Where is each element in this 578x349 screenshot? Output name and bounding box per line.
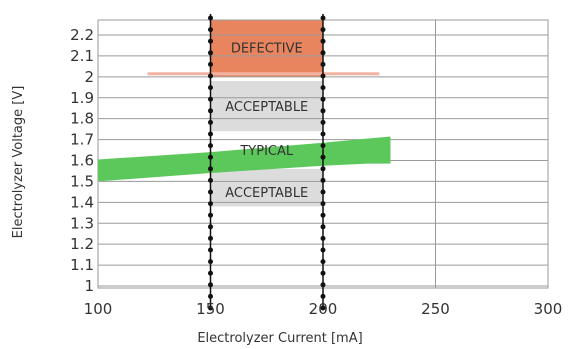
y-tick-label: 1	[84, 277, 94, 295]
x-tick-label: 250	[421, 300, 450, 318]
boundary-dot	[208, 85, 213, 91]
boundary-dot	[320, 108, 326, 114]
y-tick-label: 2.1	[70, 47, 94, 65]
boundary-dot	[208, 154, 213, 160]
y-tick-label: 1.8	[70, 110, 94, 128]
boundary-dot	[208, 131, 213, 137]
boundary-dot	[320, 293, 326, 299]
boundary-dot	[320, 166, 326, 172]
boundary-dot	[208, 305, 213, 311]
boundary-dot	[208, 15, 213, 21]
boundary-dot	[320, 61, 326, 67]
boundary-dot	[208, 96, 213, 102]
boundary-dot	[320, 73, 326, 79]
boundary-dot	[320, 201, 326, 207]
boundary-dot	[320, 27, 326, 33]
region-label-acceptable: ACCEPTABLE	[225, 100, 308, 115]
boundary-dot	[320, 38, 326, 44]
boundary-dot	[208, 177, 213, 183]
regions-layer	[210, 20, 323, 207]
boundary-dot	[208, 73, 213, 79]
region-label-defective: DEFECTIVE	[231, 42, 303, 57]
boundary-dot	[320, 143, 326, 149]
boundary-dot	[208, 224, 213, 230]
boundary-dot	[320, 96, 326, 102]
x-tick-label: 100	[84, 300, 113, 318]
x-axis-label: Electrolyzer Current [mA]	[197, 331, 362, 346]
region-defective-0	[210, 20, 323, 77]
series-layer	[98, 72, 391, 182]
boundary-dot	[208, 119, 213, 125]
boundary-dot	[208, 293, 213, 299]
boundary-dot	[208, 282, 213, 288]
boundary-dot	[208, 50, 213, 56]
boundary-dot	[208, 27, 213, 33]
x-tick-label: 300	[534, 300, 563, 318]
boundary-dot	[320, 212, 326, 218]
boundary-dot	[208, 212, 213, 218]
region-acceptable-1	[210, 81, 323, 132]
x-tick-label: 200	[309, 300, 338, 318]
region-label-typical: TYPICAL	[239, 144, 294, 159]
y-axis-label: Electrolyzer Voltage [V]	[11, 86, 26, 239]
boundary-dot	[320, 282, 326, 288]
y-tick-label: 1.3	[70, 214, 94, 232]
boundary-dot	[320, 50, 326, 56]
y-tick-label: 1.2	[70, 235, 94, 253]
boundary-layer	[208, 14, 326, 311]
boundary-dot	[208, 108, 213, 114]
boundary-dot	[320, 235, 326, 241]
y-tick-label: 1.7	[70, 131, 94, 149]
boundary-dot	[208, 61, 213, 67]
boundary-dot	[320, 85, 326, 91]
boundary-dot	[320, 15, 326, 21]
region-labels-layer: DEFECTIVE ACCEPTABLE TYPICAL ACCEPTABLE	[225, 42, 308, 201]
boundary-dot	[208, 38, 213, 44]
boundary-dot	[320, 119, 326, 125]
boundary-dot	[208, 247, 213, 253]
y-tick-label: 1.5	[70, 172, 94, 190]
boundary-dot	[208, 189, 213, 195]
y-tick-label: 1.1	[70, 256, 94, 274]
boundary-dot	[320, 259, 326, 265]
region-label-acceptable: ACCEPTABLE	[225, 186, 308, 201]
y-tick-label: 1.4	[70, 193, 94, 211]
boundary-dot	[208, 166, 213, 172]
y-tick-label: 1.9	[70, 89, 94, 107]
boundary-dot	[208, 259, 213, 265]
boundary-dot	[208, 270, 213, 276]
boundary-dot	[320, 131, 326, 137]
boundary-dot	[208, 143, 213, 149]
y-tick-label: 2	[84, 68, 94, 86]
boundary-dot	[320, 189, 326, 195]
boundary-dot	[320, 270, 326, 276]
boundary-dot	[208, 235, 213, 241]
boundary-dot	[320, 305, 326, 311]
region-acceptable-2	[210, 168, 323, 207]
ticks-layer: 1 1.1 1.2 1.3 1.4 1.5 1.6 1.7 1.8 1.9 2 2.1 2.2 100 15…	[70, 26, 562, 318]
boundary-dot	[320, 224, 326, 230]
x-tick-label: 150	[196, 300, 225, 318]
typical-band	[98, 136, 391, 182]
y-tick-label: 2.2	[70, 26, 94, 44]
y-tick-label: 1.6	[70, 152, 94, 170]
boundary-dot	[320, 247, 326, 253]
boundary-dot	[320, 154, 326, 160]
boundary-dot	[208, 201, 213, 207]
boundary-dot	[320, 177, 326, 183]
